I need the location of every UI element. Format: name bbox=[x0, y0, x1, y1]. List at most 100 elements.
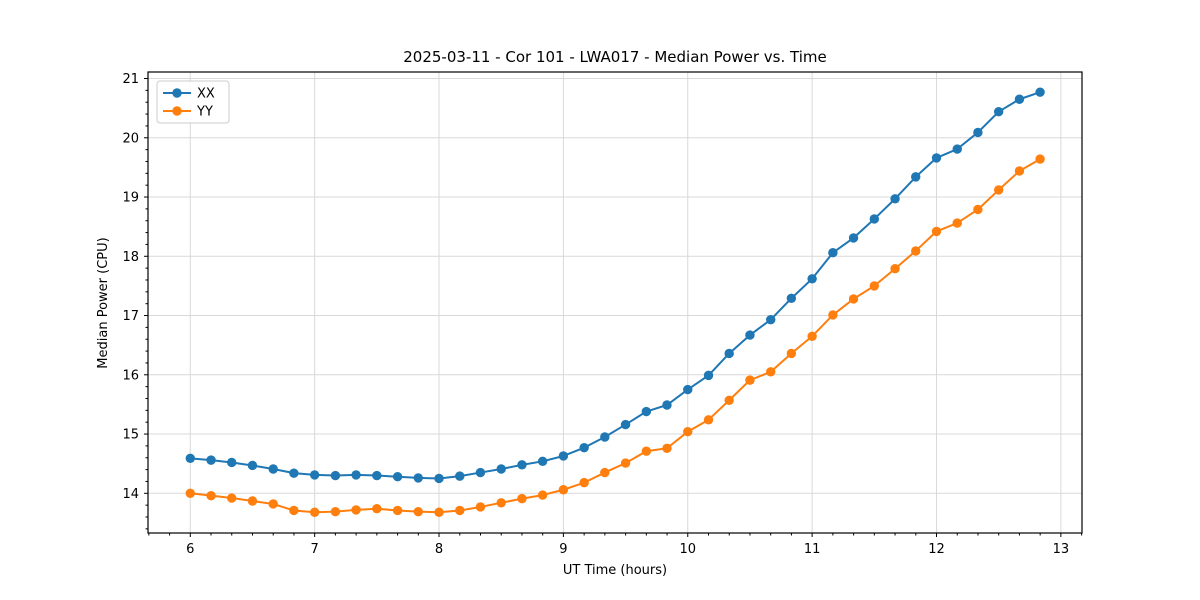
data-point-XX bbox=[620, 419, 631, 430]
data-point-YY bbox=[641, 446, 652, 456]
data-point-YY bbox=[724, 395, 734, 405]
data-point-XX bbox=[392, 472, 403, 482]
data-point-XX bbox=[662, 400, 672, 410]
series-YY bbox=[185, 154, 1045, 517]
data-point-YY bbox=[952, 218, 962, 228]
data-point-YY bbox=[289, 505, 299, 516]
data-point-YY bbox=[579, 477, 589, 488]
data-point-YY bbox=[620, 458, 631, 468]
series-XX bbox=[185, 87, 1045, 484]
x-axis-label: UT Time (hours) bbox=[563, 563, 667, 578]
x-tick-label: 11 bbox=[804, 542, 821, 557]
data-point-YY bbox=[766, 367, 776, 377]
legend: XX YY bbox=[156, 80, 230, 124]
data-point-YY bbox=[247, 496, 258, 506]
x-tick-label: 12 bbox=[928, 542, 945, 557]
data-point-YY bbox=[558, 485, 569, 495]
data-point-YY bbox=[496, 498, 506, 508]
y-axis-label: Median Power (CPU) bbox=[96, 237, 111, 368]
x-tick-label: 6 bbox=[186, 542, 194, 557]
data-point-XX bbox=[372, 470, 382, 481]
data-point-YY bbox=[309, 507, 320, 517]
data-point-XX bbox=[268, 464, 278, 474]
data-point-XX bbox=[600, 432, 610, 442]
data-point-XX bbox=[351, 470, 361, 480]
data-point-YY bbox=[869, 281, 880, 291]
data-point-YY bbox=[351, 505, 361, 515]
data-point-XX bbox=[911, 172, 921, 182]
data-point-YY bbox=[206, 490, 216, 501]
y-tick-label: 19 bbox=[122, 191, 139, 206]
x-tick-label: 8 bbox=[435, 542, 443, 557]
data-point-XX bbox=[848, 233, 859, 243]
x-tick-label: 9 bbox=[559, 542, 567, 557]
data-point-YY bbox=[372, 504, 382, 514]
x-tick-label: 13 bbox=[1053, 542, 1070, 557]
data-point-YY bbox=[1014, 166, 1025, 176]
data-point-XX bbox=[185, 453, 195, 464]
data-point-XX bbox=[206, 455, 216, 465]
data-point-XX bbox=[786, 293, 797, 304]
legend-swatch-marker bbox=[172, 106, 182, 116]
y-tick-label: 17 bbox=[122, 309, 139, 324]
data-point-XX bbox=[475, 467, 486, 478]
data-point-YY bbox=[434, 507, 444, 517]
data-point-YY bbox=[828, 310, 838, 320]
data-point-XX bbox=[558, 451, 569, 461]
data-point-YY bbox=[911, 246, 921, 256]
y-tick-label: 18 bbox=[122, 250, 139, 265]
data-point-XX bbox=[683, 384, 693, 395]
data-point-YY bbox=[848, 294, 859, 304]
data-point-YY bbox=[537, 490, 548, 500]
data-point-YY bbox=[600, 467, 610, 478]
data-point-XX bbox=[1035, 87, 1045, 97]
data-point-YY bbox=[1035, 154, 1045, 164]
data-point-YY bbox=[330, 506, 341, 517]
data-point-XX bbox=[330, 470, 341, 481]
data-point-XX bbox=[890, 194, 900, 204]
data-point-XX bbox=[247, 460, 258, 471]
data-point-XX bbox=[226, 457, 237, 468]
data-point-YY bbox=[931, 226, 942, 237]
data-point-YY bbox=[475, 502, 486, 512]
data-point-YY bbox=[786, 348, 797, 359]
data-point-XX bbox=[952, 144, 962, 154]
y-tick-label: 14 bbox=[122, 487, 139, 502]
y-tick-label: 16 bbox=[122, 368, 139, 383]
data-point-XX bbox=[434, 473, 444, 484]
data-point-XX bbox=[828, 248, 838, 258]
data-point-XX bbox=[579, 442, 589, 453]
data-point-YY bbox=[185, 488, 195, 498]
data-point-YY bbox=[807, 331, 817, 341]
data-point-YY bbox=[455, 505, 465, 516]
data-point-XX bbox=[724, 348, 734, 359]
data-point-YY bbox=[392, 505, 403, 516]
data-series bbox=[185, 87, 1045, 517]
data-point-YY bbox=[662, 443, 672, 453]
x-tick-label: 7 bbox=[311, 542, 319, 557]
y-tick-label: 21 bbox=[122, 72, 139, 87]
data-point-YY bbox=[993, 185, 1004, 195]
data-point-YY bbox=[703, 415, 714, 425]
y-tick-label: 15 bbox=[122, 428, 139, 443]
data-point-XX bbox=[807, 274, 817, 284]
chart-title: 2025-03-11 - Cor 101 - LWA017 - Median P… bbox=[403, 48, 827, 66]
data-point-XX bbox=[973, 127, 983, 138]
data-point-XX bbox=[641, 406, 652, 417]
data-point-YY bbox=[517, 493, 527, 504]
data-point-XX bbox=[496, 464, 506, 474]
legend-label: YY bbox=[196, 105, 213, 120]
data-point-XX bbox=[931, 153, 942, 163]
data-point-XX bbox=[766, 314, 776, 325]
data-point-YY bbox=[890, 264, 900, 274]
data-point-YY bbox=[226, 493, 237, 503]
x-tick-label: 10 bbox=[679, 542, 696, 557]
data-point-XX bbox=[289, 468, 299, 478]
data-point-YY bbox=[413, 506, 423, 517]
data-point-YY bbox=[683, 426, 693, 437]
data-point-XX bbox=[1014, 94, 1025, 104]
data-point-XX bbox=[993, 107, 1004, 117]
data-point-XX bbox=[517, 460, 527, 470]
data-point-XX bbox=[309, 470, 320, 480]
